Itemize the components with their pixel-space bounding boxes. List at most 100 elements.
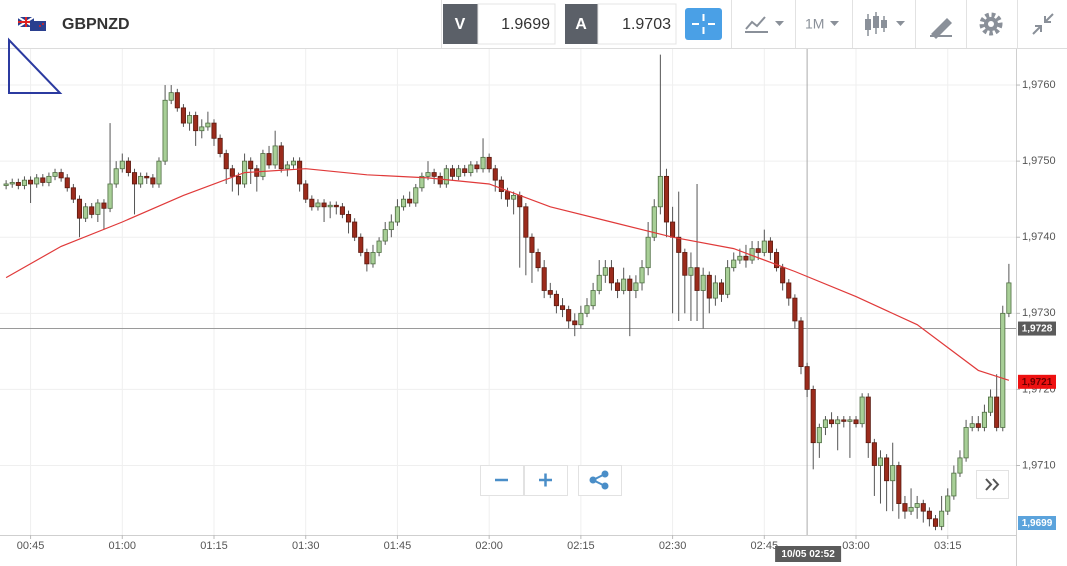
timeframe-button[interactable]: 1M — [805, 16, 824, 32]
candle-body — [981, 411, 987, 428]
ma-price-label: 1,9721 — [1022, 377, 1053, 388]
x-tick-label: 02:30 — [659, 540, 687, 552]
candle-body — [712, 282, 718, 299]
candle-body — [853, 419, 859, 425]
candle-body — [523, 206, 529, 238]
candle-style-button[interactable] — [865, 12, 905, 36]
buy-price[interactable]: 1.9703 — [622, 16, 671, 33]
candle-body — [156, 160, 162, 185]
y-tick-label: 1,9710 — [1022, 459, 1056, 471]
candle-body — [657, 175, 663, 208]
candle-body — [590, 290, 596, 307]
candle-body — [841, 419, 847, 422]
candle-body — [743, 255, 749, 261]
candle-body — [773, 252, 780, 269]
bid-price-label-box — [1018, 516, 1056, 530]
buy-price-box[interactable] — [597, 3, 677, 45]
candle-body — [504, 191, 511, 200]
candle-body — [309, 198, 315, 208]
candle-body — [364, 252, 370, 265]
candle-body — [431, 172, 437, 177]
ma-price-label-box — [1018, 374, 1056, 389]
candle-body — [46, 175, 52, 183]
candle-body — [890, 465, 896, 482]
symbol[interactable]: GBPNZD — [62, 16, 130, 33]
zoom-controls — [480, 465, 1009, 499]
share-button[interactable] — [578, 465, 622, 496]
scroll-to-end-button[interactable] — [976, 470, 1009, 499]
candle-body — [718, 282, 725, 295]
chart-type-button[interactable] — [745, 16, 784, 33]
candle-body — [676, 236, 682, 253]
candle-body — [792, 297, 798, 322]
candle-body — [639, 267, 645, 284]
candle-body — [272, 145, 278, 166]
candle-body — [908, 506, 914, 512]
settings-button[interactable] — [979, 12, 1003, 36]
candle-body — [9, 182, 15, 185]
y-tick-label: 1,9760 — [1022, 79, 1056, 91]
candle-body — [425, 172, 431, 177]
candle-body — [456, 168, 462, 177]
draw-tool-button[interactable] — [930, 18, 952, 39]
crosshair-time-box — [775, 546, 842, 562]
candle-body — [737, 255, 743, 261]
sell-price-box[interactable] — [477, 3, 556, 45]
candle-body — [682, 252, 688, 276]
candle-body — [150, 177, 156, 185]
candle-body — [725, 267, 731, 295]
candle-body — [1006, 282, 1012, 314]
x-tick-label: 03:15 — [934, 540, 962, 552]
candle-body — [492, 168, 498, 181]
candle-body — [602, 267, 608, 276]
candle-body — [804, 366, 810, 390]
candle-body — [358, 236, 364, 253]
candle-body — [462, 168, 468, 173]
candle-body — [767, 240, 773, 253]
buy-label[interactable]: A — [575, 16, 587, 33]
collapse-button[interactable] — [1032, 13, 1054, 35]
candle-body — [1000, 312, 1006, 428]
candle-body — [28, 179, 34, 185]
candle-body — [871, 442, 877, 466]
candle-body — [517, 194, 523, 208]
candle-body — [168, 92, 174, 101]
candle-body — [449, 168, 456, 177]
y-tick-label: 1,9740 — [1022, 231, 1056, 243]
candle-body — [34, 177, 40, 185]
crosshair-button[interactable] — [685, 8, 722, 40]
toolbar: GBPNZD V 1.9699 A 1.9703 1M — [0, 0, 1067, 49]
current-price-label-box — [1018, 321, 1056, 336]
candle-body — [119, 160, 125, 170]
candle-body — [113, 168, 119, 185]
candle-body — [413, 187, 419, 204]
candle-body — [187, 115, 193, 124]
candle-body — [254, 168, 260, 177]
candle-body — [125, 160, 131, 173]
candle-body — [957, 457, 963, 474]
candle-body — [315, 202, 321, 208]
sell-label[interactable]: V — [455, 16, 466, 33]
candle-body — [339, 206, 345, 215]
sell-button[interactable] — [443, 4, 478, 44]
candle-body — [333, 204, 339, 208]
candle-body — [559, 305, 566, 310]
candle-body — [761, 240, 767, 253]
candle-body — [926, 510, 932, 520]
candle-body — [138, 175, 144, 185]
candle-body — [645, 236, 651, 269]
x-tick-label: 02:15 — [567, 540, 595, 552]
sell-price[interactable]: 1.9699 — [501, 16, 550, 33]
x-tick-label: 01:15 — [200, 540, 228, 552]
x-tick-label: 01:30 — [292, 540, 320, 552]
buy-button[interactable] — [565, 4, 598, 44]
x-tick-label: 02:00 — [475, 540, 503, 552]
drawn-triangle[interactable] — [8, 37, 63, 94]
candle-body — [211, 122, 217, 139]
candle-body — [419, 175, 425, 189]
y-tick-label: 1,9750 — [1022, 155, 1056, 167]
candle-body — [321, 202, 327, 208]
candle-body — [615, 282, 621, 291]
candle-body — [443, 168, 449, 185]
candle-body — [963, 427, 969, 459]
